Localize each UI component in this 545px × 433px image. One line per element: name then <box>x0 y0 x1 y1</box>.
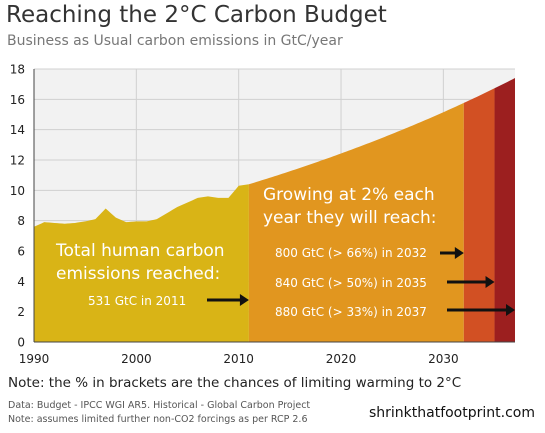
reach-2032-label: 800 GtC (> 66%) in 2032 <box>275 246 427 260</box>
x-tick-label-2010: 2010 <box>223 352 254 366</box>
area-band-1990-2011 <box>34 184 249 342</box>
emission-areas <box>34 78 515 343</box>
reach-2037-label: 880 GtC (> 33%) in 2037 <box>275 305 427 319</box>
chance-note: Note: the % in brackets are the chances … <box>8 375 462 391</box>
y-tick-label-12: 12 <box>10 154 25 168</box>
site-credit: shrinkthatfootprint.com <box>368 405 535 421</box>
x-tick-label-2020: 2020 <box>326 352 357 366</box>
growing-label-line2: year they will reach: <box>263 208 437 228</box>
total-label-line1: Total human carbon <box>55 241 225 261</box>
y-tick-label-4: 4 <box>17 275 25 289</box>
chart-subtitle: Business as Usual carbon emissions in Gt… <box>7 33 343 49</box>
y-tick-label-14: 14 <box>10 123 25 137</box>
y-tick-label-18: 18 <box>10 63 25 77</box>
y-tick-label-8: 8 <box>17 214 25 228</box>
arrow-2037-head <box>506 304 515 316</box>
total-label-line2: emissions reached: <box>56 264 220 284</box>
area-band-2035-2037 <box>494 78 515 343</box>
y-tick-label-2: 2 <box>17 305 25 319</box>
arrow-2032-head <box>454 247 464 259</box>
y-tick-label-0: 0 <box>17 336 25 350</box>
reach-2035-label: 840 GtC (> 50%) in 2035 <box>275 276 427 290</box>
emissions-chart: 0 2 4 6 8 10 12 14 16 18 1990 2000 2010 2020 2030 Grow… <box>10 63 515 366</box>
area-band-2011-2032 <box>248 102 464 343</box>
annotations: Growing at 2% each year they will reach:… <box>55 185 437 319</box>
arrows <box>207 247 515 316</box>
axes: 0 2 4 6 8 10 12 14 16 18 1990 2000 2010 2020 2030 <box>10 63 515 366</box>
arrow-2035-head <box>485 276 495 288</box>
area-band-2032-2035 <box>463 88 495 342</box>
y-tick-label-16: 16 <box>10 93 25 107</box>
x-tick-label-1990: 1990 <box>19 352 50 366</box>
x-tick-label-2000: 2000 <box>121 352 152 366</box>
y-tick-label-10: 10 <box>10 184 25 198</box>
reached-2011-label: 531 GtC in 2011 <box>88 294 186 308</box>
page-title: Reaching the 2°C Carbon Budget <box>6 2 387 28</box>
data-source-note: Data: Budget - IPCC WGI AR5. Historical … <box>8 400 311 411</box>
growing-label-line1: Growing at 2% each <box>263 185 435 205</box>
x-tick-label-2030: 2030 <box>428 352 459 366</box>
y-tick-label-6: 6 <box>17 245 25 259</box>
arrow-2011-head <box>239 294 249 306</box>
forcing-note: Note: assumes limited further non-CO2 fo… <box>8 414 308 425</box>
